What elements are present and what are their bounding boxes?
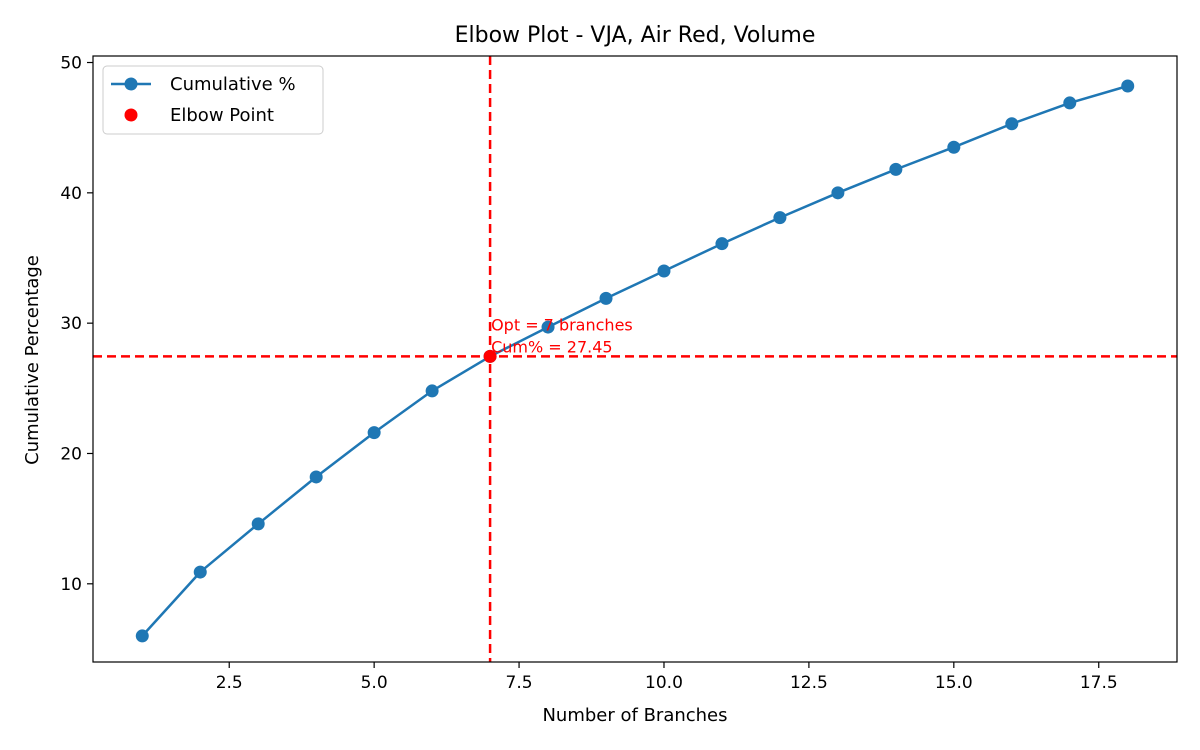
cumulative-data-point [541, 320, 555, 334]
elbow-annotation-line2: Cum% = 27.45 [491, 337, 612, 356]
chart-title: Elbow Plot - VJA, Air Red, Volume [455, 23, 816, 48]
plot-area: 2.5 5.0 7.5 10.0 12.5 15.0 17.5 10 20 30 40 50 Opt =… [60, 54, 1178, 693]
x-tick-label: 17.5 [1080, 673, 1118, 693]
x-tick-label: 10.0 [645, 673, 683, 693]
elbow-annotation-line1: Opt = 7 branches [491, 315, 633, 334]
legend: Cumulative % Elbow Point [102, 65, 324, 135]
y-tick-label: 40 [60, 184, 82, 204]
elbow-point-marker [483, 349, 497, 363]
cumulative-data-point [1063, 96, 1077, 110]
cumulative-data-point [367, 426, 381, 440]
legend-box [102, 65, 324, 135]
cumulative-data-point [715, 237, 729, 251]
cumulative-data-point [889, 162, 903, 176]
cumulative-data-point [309, 470, 323, 484]
x-tick-label: 15.0 [935, 673, 973, 693]
cumulative-data-point [831, 186, 845, 200]
legend-label-cumulative: Cumulative % [170, 74, 296, 95]
y-tick-label: 50 [60, 54, 82, 74]
x-tick-label: 7.5 [506, 673, 533, 693]
cumulative-data-point [773, 211, 787, 225]
cumulative-series-line [141, 84, 1129, 637]
cumulative-data-point [193, 565, 207, 579]
y-tick-label: 20 [60, 444, 82, 464]
x-tick-label: 2.5 [216, 673, 243, 693]
cumulative-data-point [599, 291, 613, 305]
y-tick-label: 10 [60, 575, 82, 595]
cumulative-data-point [657, 264, 671, 278]
cumulative-data-point [135, 629, 149, 643]
x-tick-label: 12.5 [790, 673, 828, 693]
y-tick-label: 30 [60, 314, 82, 334]
cumulative-data-point [1005, 117, 1019, 131]
cumulative-data-point [251, 517, 265, 531]
y-axis-label: Cumulative Percentage [22, 255, 43, 465]
legend-marker-swatch [124, 77, 138, 91]
legend-elbow-swatch [124, 108, 138, 122]
cumulative-data-point [1121, 79, 1135, 93]
axes-frame [92, 55, 1178, 663]
cumulative-data-point [425, 384, 439, 398]
legend-label-elbow: Elbow Point [170, 105, 274, 126]
axes-group: 2.5 5.0 7.5 10.0 12.5 15.0 17.5 10 20 30 40 50 [60, 54, 1117, 693]
x-axis-label: Number of Branches [542, 705, 727, 726]
x-tick-label: 5.0 [361, 673, 388, 693]
cumulative-data-point [947, 140, 961, 154]
